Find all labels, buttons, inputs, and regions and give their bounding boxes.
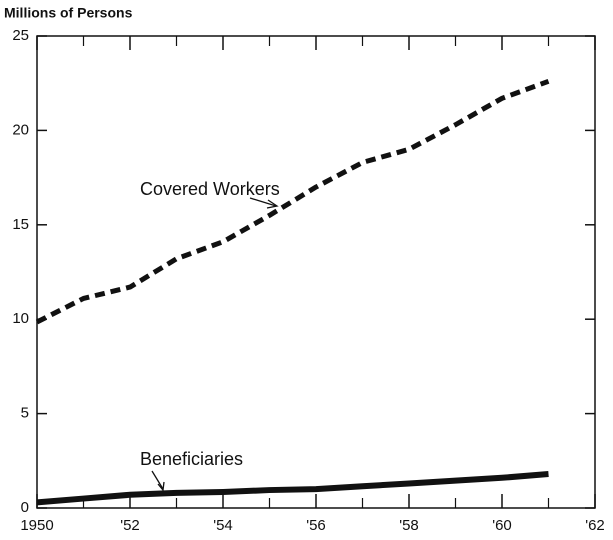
y-tick-label: 5 — [21, 405, 29, 422]
annotation-arrow — [249, 197, 277, 207]
annotation-arrowhead — [157, 481, 165, 492]
x-tick-label: '58 — [399, 517, 419, 534]
plot-frame — [36, 35, 596, 509]
y-tick-label: 20 — [12, 121, 29, 138]
y-tick-label: 25 — [12, 27, 29, 44]
x-tick-label: '56 — [306, 517, 326, 534]
x-tick-label: '52 — [120, 517, 140, 534]
annotation-arrow — [151, 470, 164, 490]
annotation-arrowhead — [266, 199, 279, 209]
series-line — [35, 78, 550, 325]
series-annotation: Covered Workers — [140, 179, 280, 199]
series-line — [36, 471, 549, 506]
x-tick-label: 1950 — [20, 517, 53, 534]
x-tick-label: '54 — [213, 517, 233, 534]
y-axis-label: Millions of Persons — [4, 5, 133, 21]
y-tick-label: 10 — [12, 310, 29, 327]
series-annotation: Beneficiaries — [140, 449, 243, 469]
x-tick-label: '62 — [585, 517, 605, 534]
y-tick-label: 0 — [21, 499, 29, 516]
x-tick-label: '60 — [492, 517, 512, 534]
y-tick-label: 15 — [12, 216, 29, 233]
